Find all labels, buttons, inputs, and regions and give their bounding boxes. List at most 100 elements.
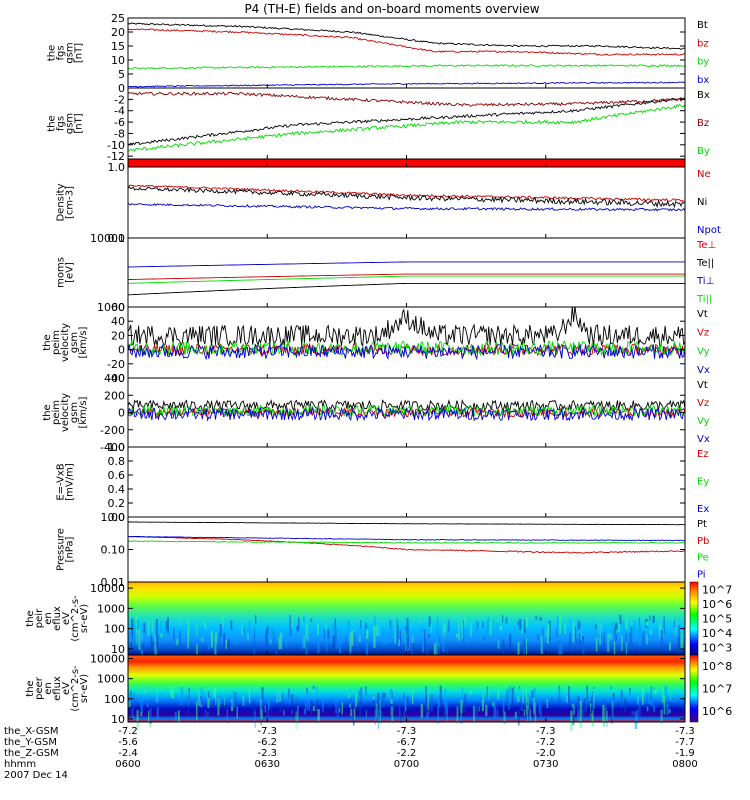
spectrogram-cell (233, 637, 236, 644)
spectrogram-cell (358, 690, 361, 697)
spectrogram-cell (352, 705, 355, 726)
spectrogram-cell (592, 691, 594, 711)
spectrogram-cell (668, 702, 671, 706)
spectrogram-cell (513, 685, 515, 695)
spectrogram-cell (420, 703, 423, 718)
spectrogram-cell (569, 619, 571, 624)
x-axis-value: -7.3 (536, 726, 556, 737)
spectrogram-cell (136, 619, 139, 630)
y-tick-label: 0.8 (108, 455, 126, 468)
spectrogram-cell (599, 630, 601, 638)
legend-entry: Vy (697, 416, 710, 427)
spectrogram-cell (525, 685, 527, 697)
x-axis-value: 0630 (255, 759, 280, 770)
y-axis-label: peer (34, 676, 45, 700)
spectrogram-cell (196, 701, 198, 721)
spectrogram-cell (514, 711, 517, 719)
spectrogram-cell (446, 643, 449, 654)
spectrogram-cell (374, 709, 376, 725)
spectrogram-cell (443, 633, 446, 638)
spectrogram-cell (558, 642, 560, 662)
spectrogram-cell (377, 709, 379, 729)
spectrogram-cell (213, 700, 216, 705)
spectrogram-cell (485, 704, 488, 716)
spectrogram-cell (187, 709, 189, 715)
spectrogram-cell (611, 622, 614, 627)
spectrogram-cell (613, 627, 615, 634)
spectrogram-cell (178, 710, 180, 723)
panel-11: 10^6 10^7 10^8 10 100 1000 10000 thepeereneflux… (25, 653, 732, 731)
spectrogram-cell (461, 687, 464, 694)
spectrogram-cell (128, 701, 131, 707)
y-tick-label: 10 (111, 713, 125, 726)
x-axis-value: -5.6 (118, 737, 138, 748)
spectrogram-cell (658, 622, 662, 638)
y-tick-label: -10 (107, 139, 125, 152)
panel-7: Vt Vz Vy Vx -400 -200 0 200 400 thepeimvelocitygs… (42, 372, 710, 454)
spectrogram-cell (602, 704, 605, 723)
x-axis-value: -7.3 (257, 726, 277, 737)
spectrogram-cell (518, 686, 520, 690)
spectrogram-cell (270, 701, 273, 716)
spectrogram-cell (129, 634, 132, 643)
spectrogram-cell (349, 632, 352, 653)
legend-entry: bx (697, 75, 709, 86)
figure-title: P4 (TH-E) fields and on-board moments ov… (244, 2, 539, 16)
spectrogram-cell (672, 616, 675, 621)
spectrogram-cell (566, 695, 568, 703)
spectrogram-cell (456, 633, 459, 638)
spectrogram-cell (270, 627, 273, 640)
legend-entry: by (697, 57, 709, 68)
spectrogram-cell (460, 700, 463, 714)
series-line-by (128, 64, 685, 70)
y-axis-label: en (43, 612, 54, 625)
series-line-Vx (128, 406, 685, 422)
spectrogram-cell (412, 689, 414, 705)
spectrogram-cell (156, 707, 159, 719)
y-tick-label: 0.2 (108, 497, 126, 510)
spectrogram-cell (316, 686, 318, 695)
legend-entry: Bz (697, 118, 709, 129)
spectrogram-cell (387, 631, 390, 645)
spectrogram-cell (467, 634, 469, 642)
spectrogram-cell (144, 686, 147, 694)
spectrogram-cell (509, 685, 512, 704)
spectrogram-fill (128, 655, 685, 722)
spectrogram-cell (650, 686, 652, 700)
spectrogram-cell (668, 625, 670, 632)
spectrogram-cell (616, 622, 618, 635)
spectrogram-cell (646, 706, 649, 712)
spectrogram-cell (437, 709, 439, 714)
legend-entry: Npot (697, 225, 721, 236)
spectrogram-cell (564, 689, 566, 702)
spectrogram-cell (381, 711, 383, 721)
spectrogram-cell (253, 686, 256, 695)
spectrogram-cell (537, 634, 540, 640)
spectrogram-cell (151, 699, 154, 706)
y-axis-label: [nPa] (65, 536, 76, 562)
series-line-Bz (128, 91, 685, 107)
panel-10: 10^3 10^410^5 10^6 10^7 10 100 1000 10000 thepei… (25, 581, 732, 663)
y-axis-label: the (25, 680, 36, 696)
spectrogram-cell (303, 708, 306, 715)
spectrogram-cell (171, 690, 174, 699)
spectrogram-cell (129, 690, 132, 697)
y-axis-label: gsm (65, 113, 76, 134)
spectrogram-cell (218, 695, 222, 704)
spectrogram-cell (638, 617, 641, 629)
spectrogram-cell (577, 695, 580, 702)
spectrogram-cell (291, 709, 293, 714)
spectrogram-cell (642, 631, 645, 646)
spectrogram-cell (664, 685, 668, 696)
spectrogram-cell (439, 685, 442, 703)
spectrogram-cell (405, 633, 408, 652)
y-tick-label: 1000 (97, 301, 125, 314)
spectrogram-cell (436, 641, 438, 663)
spectrogram-cell (475, 621, 478, 638)
spectrogram-cell (436, 616, 439, 637)
x-axis-value: -7.7 (675, 737, 695, 748)
legend-entry: Pe (697, 553, 709, 564)
spectrogram-cell (359, 701, 362, 717)
spectrogram-cell (341, 702, 343, 715)
